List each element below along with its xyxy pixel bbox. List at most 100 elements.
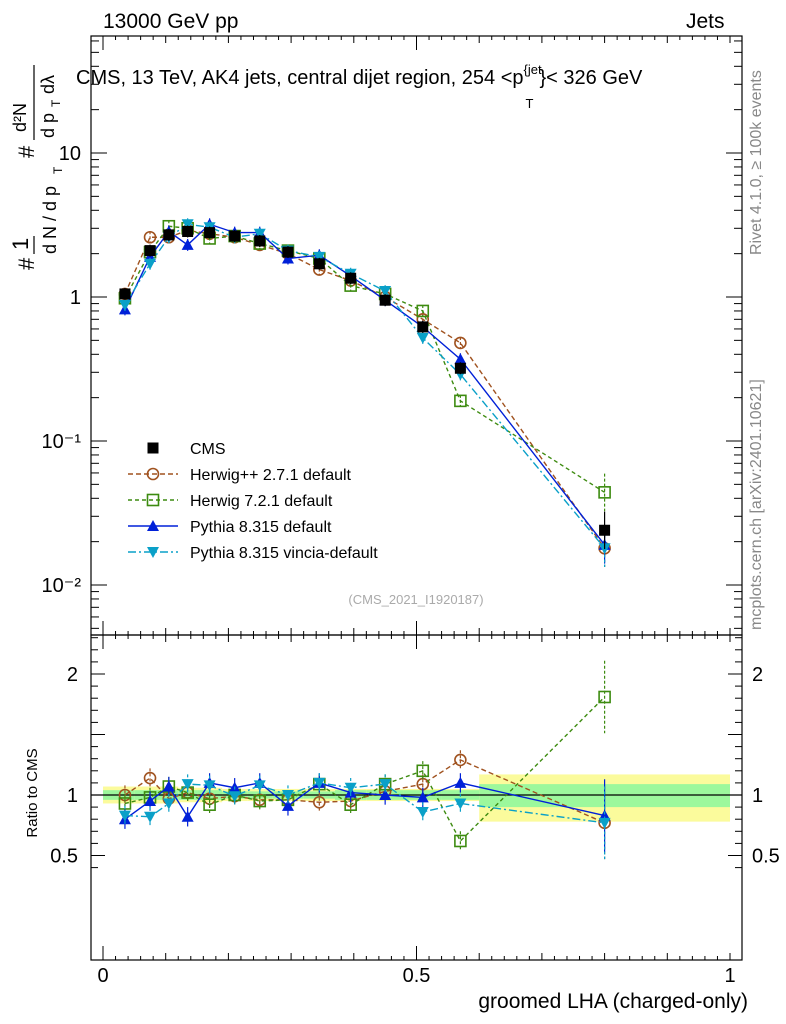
point-pythia-8-315-default — [454, 353, 467, 365]
legend-label-cms: CMS — [190, 441, 226, 458]
ratio-point-pythia-8-315-default — [598, 809, 611, 821]
legend-label-pythia-8-315-vincia-default: Pythia 8.315 vincia-default — [190, 545, 378, 562]
svg-text:d p: d p — [38, 113, 58, 138]
ratio-point-pythia-8-315-default — [379, 789, 392, 800]
main-ylabel: # 1 d N / d p T # d²N d p T dλ — [8, 65, 65, 270]
plot-title-pre: CMS, 13 TeV, AK4 jets, central dijet reg… — [76, 67, 524, 89]
svg-text:d²N: d²N — [10, 103, 30, 132]
point-cms — [313, 258, 325, 270]
point-cms — [379, 294, 391, 306]
plot-title-sub: T — [525, 96, 534, 111]
y-tick-label: 1 — [70, 287, 81, 309]
point-herwig-7-2-1-default — [454, 394, 467, 408]
ratio-y-tick-label-right: 2 — [752, 664, 763, 686]
ratio-point-herwig-7-2-1-default — [203, 798, 216, 811]
ratio-y-tick-label: 1 — [67, 785, 78, 807]
ratio-point-pythia-8-315-default — [416, 791, 429, 803]
point-herwig-7-2-1-default — [416, 304, 430, 318]
legend-marker-herwig-7-2-1-default — [146, 493, 160, 507]
y-tick-label: 10⁻² — [42, 575, 82, 597]
point-pythia-8-315-vincia-default — [379, 286, 392, 298]
ratio-point-pythia-8-315-vincia-default — [379, 779, 392, 791]
ratio-point-pythia-8-315-vincia-default — [203, 780, 216, 792]
point-pythia-8-315-vincia-default — [253, 228, 266, 240]
header-left: 13000 GeV pp — [103, 10, 239, 33]
y-tick-label: 10⁻¹ — [42, 431, 82, 453]
svg-text:T: T — [49, 99, 63, 107]
ratio-point-pythia-8-315-default — [281, 799, 294, 811]
ratio-point-herwig-2-7-1-default — [313, 795, 326, 809]
point-cms — [163, 229, 175, 241]
ratio-point-herwig-2-7-1-default — [143, 771, 157, 785]
ratio-point-pythia-8-315-vincia-default — [416, 806, 429, 818]
svg-text:d N / d p: d N / d p — [40, 186, 60, 254]
x-tick-label: 1 — [724, 965, 735, 987]
mcplots-url-text: mcplots.cern.ch [arXiv:2401.10621] — [748, 379, 765, 630]
plot-title: CMS, 13 TeV, AK4 jets, central dijet reg… — [76, 62, 642, 111]
point-herwig-2-7-1-default — [454, 336, 467, 350]
ratio-point-pythia-8-315-vincia-default — [228, 791, 241, 803]
point-herwig-7-2-1-default — [598, 486, 611, 499]
ratio-y-tick-label: 2 — [67, 664, 78, 686]
main-frame — [90, 35, 743, 636]
svg-text:#: # — [14, 145, 39, 158]
point-pythia-8-315-vincia-default — [313, 251, 326, 263]
point-cms — [282, 246, 294, 258]
x-axis-label: groomed LHA (charged-only) — [478, 990, 748, 1013]
ratio-point-pythia-8-315-vincia-default — [313, 777, 326, 789]
ratio-line-pythia-8-315-default — [124, 782, 605, 820]
point-cms — [454, 362, 466, 374]
ratio-point-pythia-8-315-vincia-default — [344, 782, 357, 794]
ratio-y-tick-label-right: 1 — [752, 785, 763, 807]
ratio-y-tick-label: 0.5 — [50, 846, 78, 868]
ratio-point-pythia-8-315-vincia-default — [598, 817, 611, 829]
ratio-point-pythia-8-315-default — [454, 776, 467, 788]
legend-marker-pythia-8-315-vincia-default — [147, 547, 159, 558]
ratio-point-pythia-8-315-vincia-default — [118, 810, 131, 822]
point-cms — [119, 288, 131, 300]
point-cms — [144, 245, 156, 257]
x-tick-label: 0.5 — [403, 965, 431, 987]
point-pythia-8-315-vincia-default — [181, 219, 194, 231]
ratio-point-pythia-8-315-vincia-default — [281, 790, 294, 801]
ratio-point-pythia-8-315-default — [181, 810, 194, 822]
ratio-point-herwig-7-2-1-default — [253, 794, 267, 808]
y-tick-label: 10 — [59, 143, 81, 165]
header-right: Jets — [686, 10, 725, 33]
ratio-point-herwig-7-2-1-default — [454, 834, 467, 848]
ratio-point-herwig-7-2-1-default — [118, 797, 132, 810]
ratio-point-pythia-8-315-default — [162, 780, 175, 792]
svg-text:dλ: dλ — [38, 75, 58, 94]
plot-title-sup: {jet — [523, 62, 542, 77]
svg-text:T: T — [51, 166, 65, 174]
point-cms — [229, 230, 241, 242]
ratio-point-pythia-8-315-vincia-default — [162, 798, 175, 810]
ratio-point-herwig-7-2-1-default — [416, 764, 430, 778]
point-cms — [204, 227, 216, 239]
ratio-point-herwig-2-7-1-default — [454, 753, 467, 767]
rivet-version-text: Rivet 4.1.0, ≥ 100k events — [748, 70, 765, 255]
point-pythia-8-315-default — [181, 238, 194, 250]
legend-marker-pythia-8-315-default — [147, 520, 159, 531]
legend-label-herwig-2-7-1-default: Herwig++ 2.7.1 default — [190, 467, 352, 484]
legend-marker-herwig-2-7-1-default — [146, 467, 160, 481]
legend-label-pythia-8-315-default: Pythia 8.315 default — [190, 519, 332, 536]
point-cms — [182, 226, 194, 238]
legend-marker-cms — [147, 442, 159, 454]
ratio-ylabel: Ratio to CMS — [24, 748, 41, 837]
ratio-point-herwig-7-2-1-default — [598, 690, 611, 704]
point-cms — [345, 272, 357, 284]
point-pythia-8-315-vincia-default — [118, 299, 131, 311]
point-cms — [254, 235, 266, 247]
x-tick-label: 0 — [97, 965, 108, 987]
ratio-point-pythia-8-315-vincia-default — [181, 779, 194, 791]
svg-text:1: 1 — [8, 238, 33, 250]
legend-label-herwig-7-2-1-default: Herwig 7.2.1 default — [190, 493, 333, 510]
point-pythia-8-315-vincia-default — [416, 332, 429, 344]
svg-text:#: # — [14, 257, 39, 270]
analysis-tag: (CMS_2021_I1920187) — [348, 592, 483, 607]
ratio-point-pythia-8-315-vincia-default — [144, 811, 157, 823]
ratio-y-tick-label-right: 0.5 — [752, 846, 780, 868]
ratio-point-pythia-8-315-default — [144, 795, 157, 807]
